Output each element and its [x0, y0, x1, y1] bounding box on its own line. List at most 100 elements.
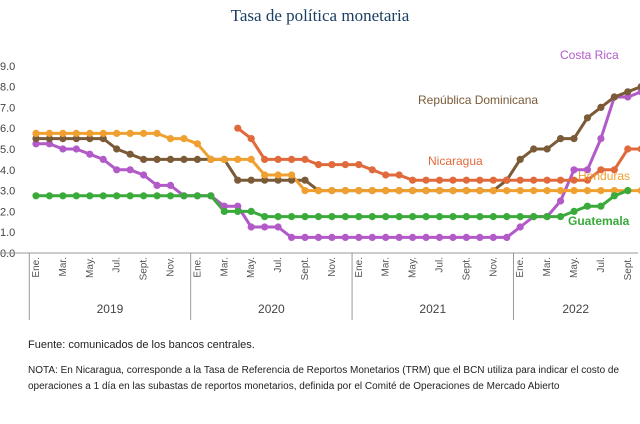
data-point-costa-rica: [72, 145, 80, 153]
x-tick-label: Sept.: [461, 257, 472, 280]
data-point-costa-rica: [328, 233, 336, 241]
data-point-guatemala: [556, 213, 565, 221]
data-point-costa-rica: [503, 233, 511, 241]
y-tick-label: 7.0: [0, 102, 15, 114]
data-point-guatemala: [220, 207, 228, 215]
x-tick-label: May.: [85, 257, 96, 278]
data-point-honduras: [530, 187, 538, 195]
data-point-honduras: [368, 187, 376, 195]
data-point-republica-dominicana: [86, 135, 94, 143]
data-point-costa-rica: [489, 233, 497, 241]
year-label: 2022: [562, 302, 589, 316]
y-tick-label: 2.0: [0, 206, 15, 218]
data-point-guatemala: [368, 213, 376, 221]
data-point-costa-rica: [166, 181, 175, 189]
data-point-costa-rica: [516, 223, 524, 231]
source-note: Fuente: comunicados de los bancos centra…: [28, 339, 255, 351]
data-point-republica-dominicana: [193, 155, 201, 163]
data-point-honduras: [583, 187, 592, 195]
data-point-guatemala: [234, 207, 242, 215]
data-point-honduras: [395, 187, 403, 195]
data-point-honduras: [247, 155, 255, 163]
y-tick-label: 1.0: [0, 227, 15, 239]
data-point-republica-dominicana: [99, 135, 107, 143]
data-point-costa-rica: [570, 166, 578, 174]
data-point-republica-dominicana: [72, 135, 80, 143]
data-point-costa-rica: [476, 233, 484, 241]
data-point-nicaragua: [610, 166, 618, 174]
data-point-honduras: [261, 171, 269, 179]
data-point-guatemala: [328, 213, 336, 221]
data-point-honduras: [409, 187, 417, 195]
data-point-honduras: [234, 155, 242, 163]
series-label-nicaragua: Nicaragua: [428, 154, 483, 168]
data-point-republica-dominicana: [516, 155, 524, 163]
data-point-republica-dominicana: [153, 155, 161, 163]
data-point-republica-dominicana: [610, 93, 618, 101]
x-tick-label: Jul.: [112, 257, 123, 273]
data-point-nicaragua: [489, 176, 497, 184]
series-label-republica-dominicana: República Dominicana: [418, 93, 538, 107]
data-point-honduras: [99, 129, 107, 137]
data-point-costa-rica: [435, 233, 444, 241]
data-point-guatemala: [583, 202, 592, 210]
data-point-republica-dominicana: [59, 135, 67, 143]
data-point-costa-rica: [301, 233, 309, 241]
footnote: NOTA: En Nicaragua, corresponde a la Tas…: [28, 365, 620, 392]
x-tick-label: Nov.: [488, 257, 499, 277]
x-tick-label: Mar.: [58, 257, 69, 276]
data-point-republica-dominicana: [140, 155, 148, 163]
data-point-guatemala: [207, 192, 215, 200]
data-point-guatemala: [193, 192, 201, 200]
x-tick-label: Jul.: [435, 257, 446, 273]
data-point-costa-rica: [355, 233, 363, 241]
data-point-guatemala: [140, 192, 148, 200]
year-label: 2020: [258, 302, 285, 316]
data-point-nicaragua: [341, 161, 349, 169]
x-tick-label: May.: [246, 257, 257, 278]
data-point-republica-dominicana: [274, 176, 282, 184]
data-point-costa-rica: [314, 233, 323, 241]
data-point-costa-rica: [395, 233, 403, 241]
data-point-guatemala: [45, 192, 54, 200]
data-point-costa-rica: [637, 88, 640, 96]
data-point-guatemala: [261, 213, 269, 221]
data-point-nicaragua: [637, 145, 640, 153]
x-tick-label: Mar.: [219, 257, 230, 276]
data-point-guatemala: [301, 213, 309, 221]
data-point-nicaragua: [234, 124, 242, 132]
data-point-costa-rica: [153, 181, 161, 189]
x-tick-label: May.: [569, 257, 580, 278]
data-point-nicaragua: [409, 176, 417, 184]
data-point-honduras: [301, 187, 309, 195]
data-point-costa-rica: [624, 93, 632, 101]
x-tick-label: Sept.: [623, 257, 634, 280]
data-point-guatemala: [597, 202, 605, 210]
data-point-republica-dominicana: [180, 155, 188, 163]
data-point-republica-dominicana: [234, 176, 242, 184]
data-point-costa-rica: [409, 233, 417, 241]
data-point-costa-rica: [45, 140, 54, 148]
data-point-republica-dominicana: [126, 150, 134, 158]
data-point-republica-dominicana: [624, 88, 632, 96]
y-tick-label: 5.0: [0, 144, 15, 156]
data-point-guatemala: [489, 213, 497, 221]
data-point-guatemala: [570, 207, 578, 215]
data-point-guatemala: [409, 213, 417, 221]
data-point-costa-rica: [274, 223, 282, 231]
data-point-republica-dominicana: [287, 176, 296, 184]
data-point-guatemala: [180, 192, 188, 200]
data-point-nicaragua: [570, 176, 578, 184]
data-point-costa-rica: [382, 233, 390, 241]
data-point-nicaragua: [261, 155, 269, 163]
data-point-nicaragua: [503, 176, 511, 184]
x-tick-label: Sept.: [300, 257, 311, 280]
data-point-honduras: [556, 187, 565, 195]
series-line-republica-dominicana: [36, 85, 640, 193]
data-point-honduras: [287, 171, 296, 179]
data-point-costa-rica: [247, 223, 255, 231]
data-point-nicaragua: [395, 171, 403, 179]
data-point-honduras: [570, 187, 578, 195]
data-point-nicaragua: [530, 176, 538, 184]
data-point-guatemala: [476, 213, 484, 221]
